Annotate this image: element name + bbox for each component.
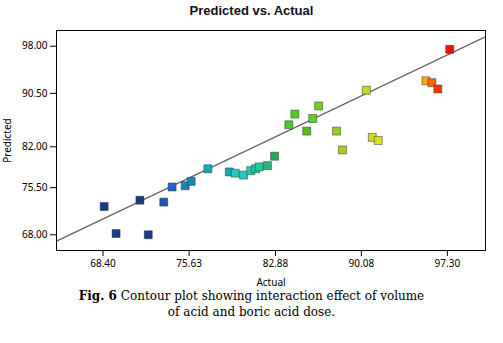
svg-text:75.50: 75.50 — [22, 180, 48, 194]
html-text:Fig. 6 Contour plot showing in: Fig. 6 Contour plot showing interaction … — [78, 289, 425, 303]
svg-text:Predicted: Predicted — [0, 118, 14, 163]
svg-text:Actual: Actual — [256, 275, 285, 289]
html-text:Predicted vs. Actual: Predicted vs. Actual — [189, 3, 314, 18]
svg-text:68.00: 68.00 — [22, 227, 48, 241]
html-text:of acid and boric acid dose.: of acid and boric acid dose. — [167, 305, 336, 319]
svg-text:68.40: 68.40 — [90, 256, 116, 270]
svg-text:82.00: 82.00 — [22, 139, 48, 153]
svg-text:90.08: 90.08 — [349, 256, 375, 270]
svg-text:90.50: 90.50 — [22, 86, 48, 100]
svg-text:98.00: 98.00 — [22, 38, 48, 52]
svg-text:82.88: 82.88 — [263, 256, 289, 270]
svg-text:75.63: 75.63 — [176, 256, 202, 270]
svg-text:97.30: 97.30 — [435, 256, 461, 270]
